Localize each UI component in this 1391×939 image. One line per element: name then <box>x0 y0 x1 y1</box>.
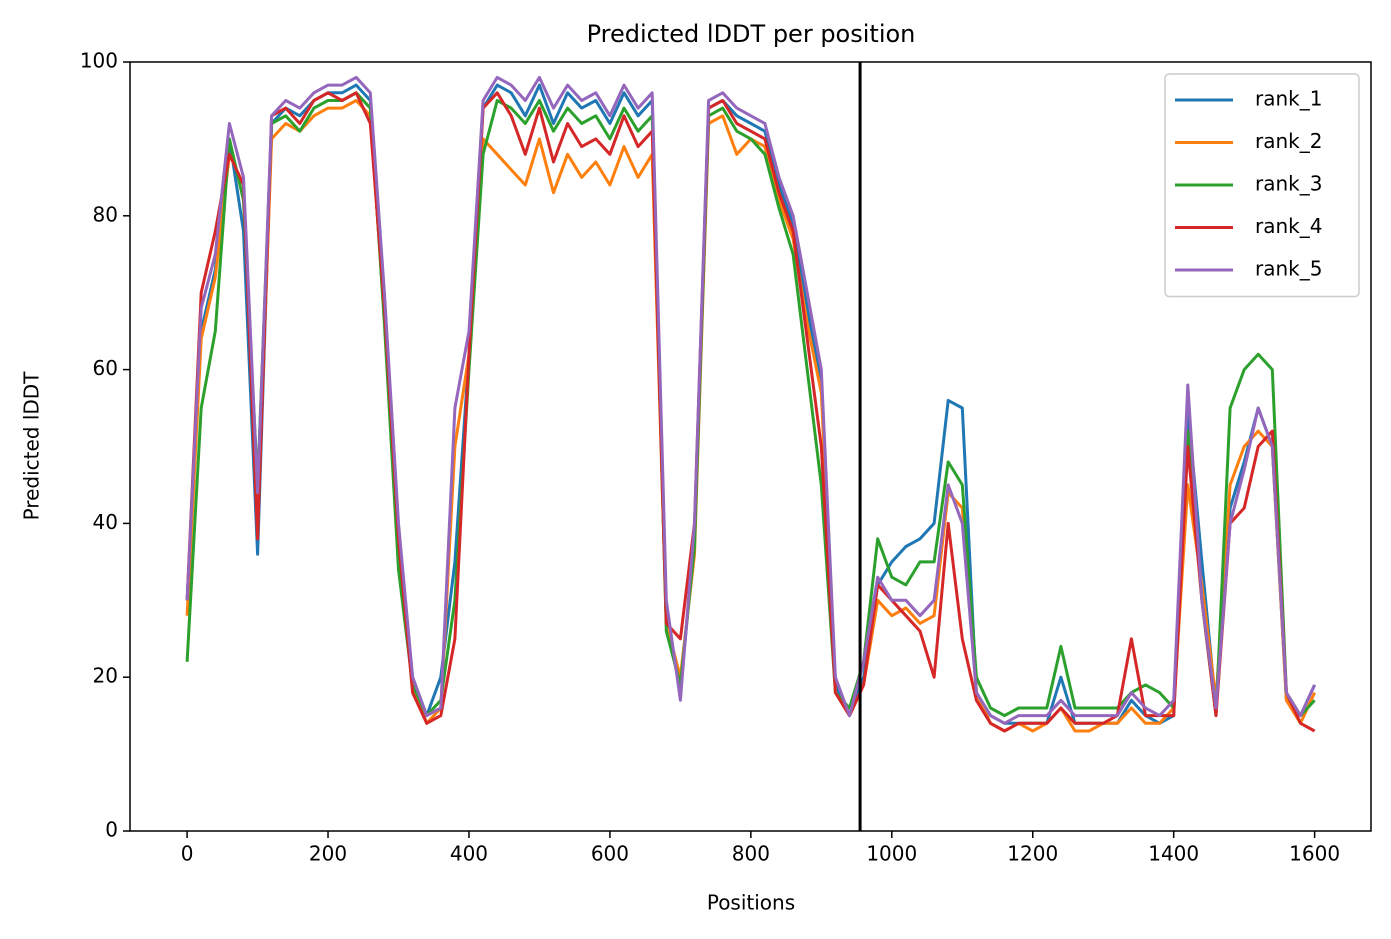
legend-label: rank_4 <box>1255 214 1322 238</box>
y-tick-label: 20 <box>93 664 118 688</box>
line-series <box>185 83 1316 725</box>
legend-box <box>1164 73 1360 298</box>
x-axis-label: Positions <box>707 891 795 915</box>
y-tick-label: 80 <box>93 202 118 226</box>
legend-label: rank_3 <box>1255 172 1322 196</box>
x-tick-label: 600 <box>591 842 629 866</box>
x-tick-label: 200 <box>309 842 347 866</box>
legend-label: rank_1 <box>1255 87 1322 111</box>
x-tick-label: 1000 <box>866 842 917 866</box>
y-axis-label: Predicted lDDT <box>20 371 44 521</box>
x-tick-label: 800 <box>732 842 770 866</box>
y-tick-label: 100 <box>80 49 118 73</box>
line-series <box>185 91 1316 733</box>
x-tick-label: 0 <box>181 842 194 866</box>
line-series <box>185 99 1316 733</box>
x-tick-label: 1600 <box>1289 842 1340 866</box>
legend-label: rank_5 <box>1255 257 1322 281</box>
x-tick-label: 400 <box>450 842 488 866</box>
x-tick-label: 1400 <box>1148 842 1199 866</box>
y-tick-label: 40 <box>93 510 118 534</box>
plot-frame <box>129 61 1372 832</box>
line-series <box>185 91 1316 718</box>
y-tick-label: 60 <box>93 356 118 380</box>
legend-label: rank_2 <box>1255 129 1322 153</box>
x-tick-label: 1200 <box>1007 842 1058 866</box>
chart-title: Predicted lDDT per position <box>587 20 916 48</box>
line-series <box>185 75 1316 725</box>
y-tick-label: 0 <box>105 818 118 842</box>
